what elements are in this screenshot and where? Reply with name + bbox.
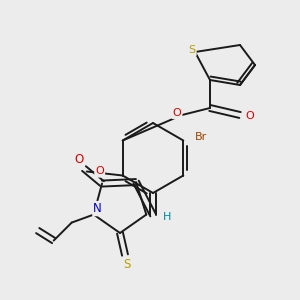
Text: S: S <box>188 45 196 55</box>
Text: O: O <box>246 111 254 121</box>
Text: O: O <box>74 153 84 166</box>
Text: Br: Br <box>195 133 207 142</box>
Text: H: H <box>163 212 171 222</box>
Text: O: O <box>172 108 182 118</box>
Text: N: N <box>93 202 102 215</box>
Text: S: S <box>123 259 131 272</box>
Text: O: O <box>95 167 104 176</box>
